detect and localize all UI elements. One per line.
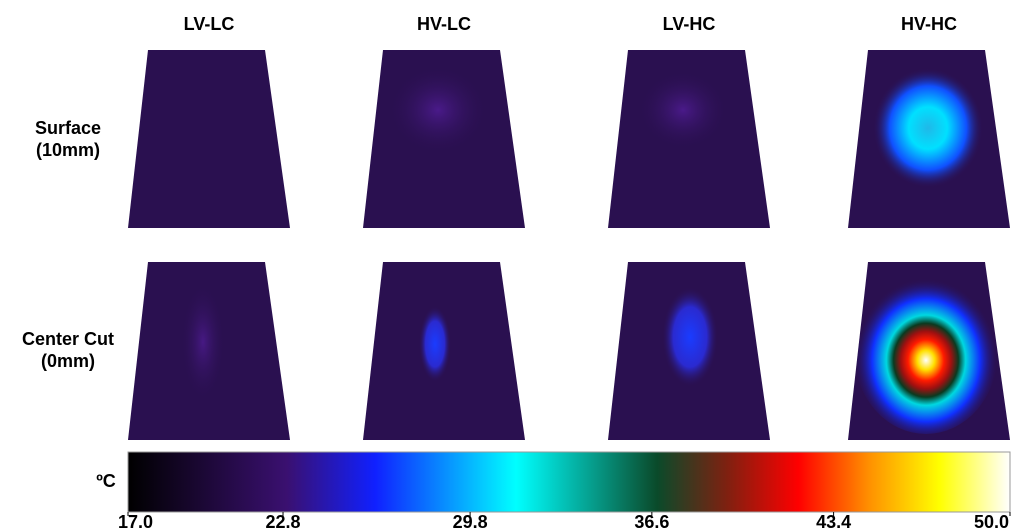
column-label: HV-LC: [417, 14, 471, 34]
column-label: LV-HC: [663, 14, 716, 34]
row-label: Surface: [35, 118, 101, 138]
thermal-image: [363, 50, 525, 228]
tick-label: 50.0: [974, 512, 1009, 531]
thermal-image: [363, 262, 525, 440]
row-label: (10mm): [36, 140, 100, 160]
thermal-image: [848, 262, 1010, 440]
tick-label: 22.8: [265, 512, 300, 531]
thermal-image: [128, 262, 290, 440]
colorbar: [128, 452, 1010, 512]
tick-label: 17.0: [118, 512, 153, 531]
thermal-image: [608, 50, 770, 228]
column-label: LV-LC: [184, 14, 235, 34]
row-label: (0mm): [41, 351, 95, 371]
row-label: Center Cut: [22, 329, 114, 349]
thermal-image: [608, 262, 770, 440]
tick-label: 36.6: [634, 512, 669, 531]
tick-label: 43.4: [816, 512, 851, 531]
column-label: HV-HC: [901, 14, 957, 34]
thermal-image: [128, 50, 290, 228]
tick-label: 29.8: [453, 512, 488, 531]
colorbar-unit: ºC: [96, 471, 116, 491]
figure: ºC LV-LC HV-LC LV-HC HV-HC Surface(10mm) Cent…: [0, 0, 1011, 531]
thermal-image: [848, 50, 1010, 228]
